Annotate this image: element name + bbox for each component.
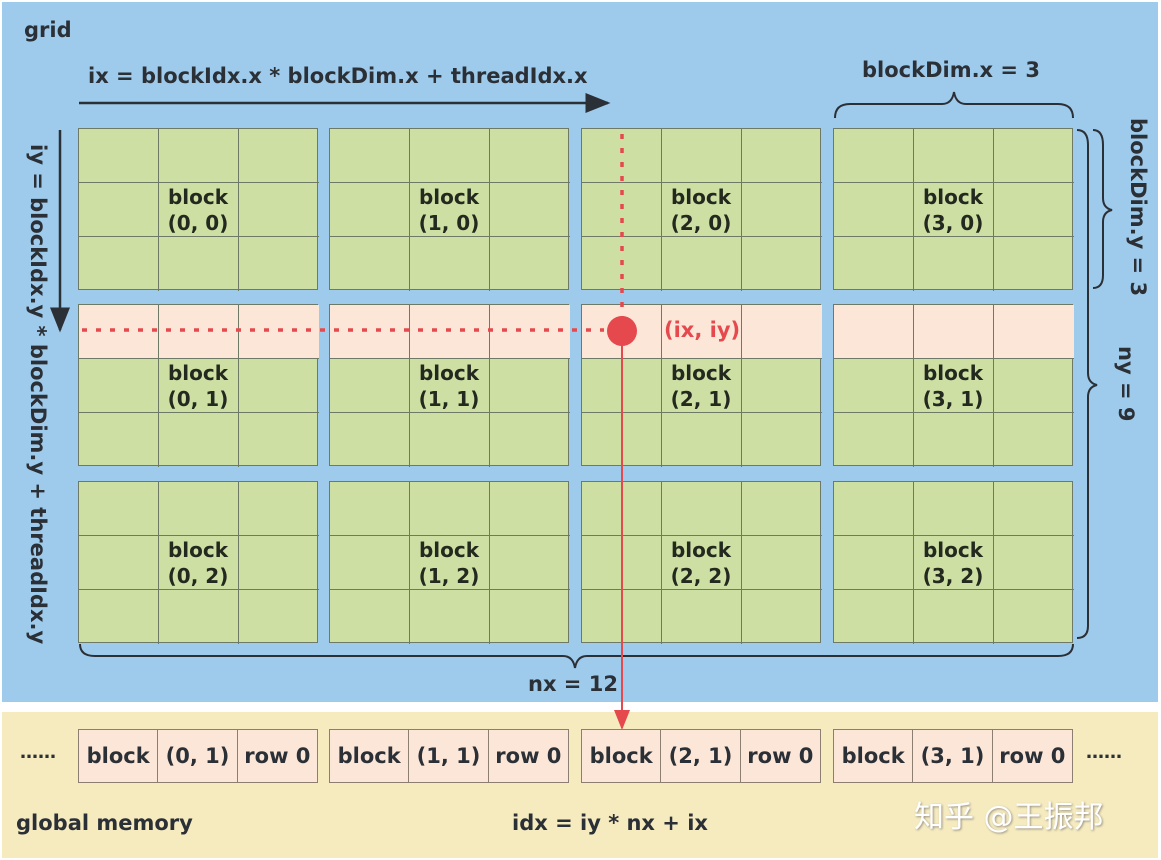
- grid-title: grid: [24, 18, 72, 42]
- memory-cell: row 0: [747, 744, 814, 768]
- memory-segment-1: block (1, 1) row 0: [329, 729, 569, 783]
- memory-cell: block: [330, 730, 410, 782]
- memory-cell: (0, 1): [158, 730, 238, 782]
- block-1-0: block (1, 0): [329, 128, 570, 291]
- memory-segment-0: block (0, 1) row 0: [78, 729, 318, 783]
- memory-cell: block: [582, 730, 662, 782]
- nx-brace: [79, 643, 1074, 669]
- memory-segment-3: block (3, 1) row 0: [833, 729, 1073, 783]
- blockdim-x-brace: [834, 91, 1074, 119]
- memory-cell: block: [834, 730, 914, 782]
- thread-point-icon: [607, 316, 637, 346]
- memory-cell: row 0: [999, 744, 1066, 768]
- ix-formula: ix = blockIdx.x * blockDim.x + threadIdx…: [88, 64, 588, 88]
- nx-label: nx = 12: [528, 672, 618, 696]
- point-label: (ix, iy): [664, 318, 741, 342]
- blockdim-x-label: blockDim.x = 3: [862, 58, 1040, 82]
- block-1-2: block (1, 2): [329, 481, 570, 644]
- ellipsis-left: ……: [20, 742, 56, 763]
- ny-brace: [1076, 129, 1098, 639]
- memory-cell: row 0: [495, 744, 562, 768]
- memory-cell: row 0: [244, 744, 311, 768]
- idx-formula: idx = iy * nx + ix: [512, 811, 708, 835]
- watermark: 知乎 @王振邦: [914, 800, 1104, 835]
- memory-segment-2: block (2, 1) row 0: [581, 729, 821, 783]
- block-3-1: block (3, 1): [833, 304, 1074, 467]
- memory-cell: (2, 1): [661, 730, 741, 782]
- blockdim-y-brace: [1092, 129, 1113, 289]
- global-memory-title: global memory: [16, 811, 193, 835]
- memory-cell: block: [79, 730, 159, 782]
- ellipsis-right: ……: [1086, 742, 1122, 763]
- memory-cell: (3, 1): [913, 730, 993, 782]
- memory-cell: (1, 1): [409, 730, 489, 782]
